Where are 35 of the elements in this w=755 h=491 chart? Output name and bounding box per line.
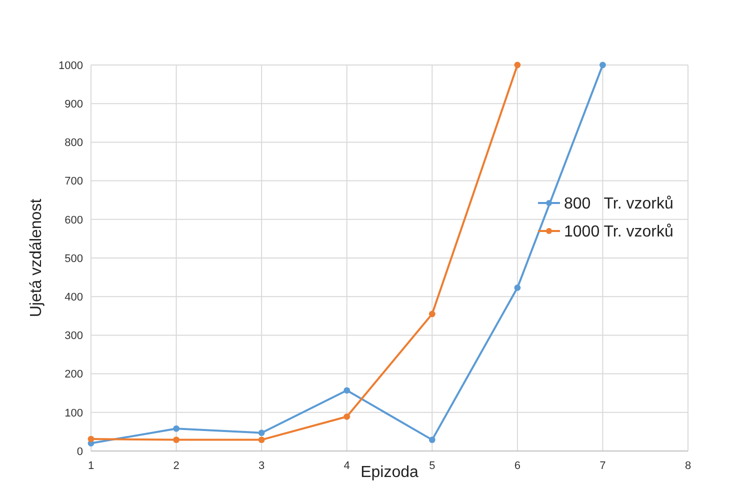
y-tick-label: 300 <box>64 330 83 342</box>
y-tick-label: 100 <box>64 407 83 420</box>
point <box>600 62 606 68</box>
y-tick-label: 200 <box>64 368 83 381</box>
y-tick-label: 700 <box>64 176 83 188</box>
y-axis-title: Ujetá vzdálenost <box>28 198 45 318</box>
y-tick-label: 900 <box>64 98 83 110</box>
x-tick-label: 3 <box>258 460 265 472</box>
y-tick-label: 400 <box>64 291 83 304</box>
point <box>428 436 436 444</box>
point <box>428 310 436 318</box>
y-tick-label: 0 <box>76 446 83 458</box>
x-tick-label: 8 <box>684 460 692 472</box>
point <box>344 387 350 394</box>
x-tick-label: 7 <box>600 460 606 472</box>
point <box>173 425 180 432</box>
x-tick-label: 4 <box>344 460 350 472</box>
y-tick-label: 1000 <box>58 60 83 72</box>
point <box>173 436 180 444</box>
point <box>344 413 350 420</box>
point <box>514 284 521 291</box>
x-axis-title: Epizoda <box>360 464 419 481</box>
x-tick-label: 2 <box>173 460 180 472</box>
x-tick-label: 1 <box>88 460 94 472</box>
point <box>258 436 265 444</box>
legend-label: 1000 Tr. vzorků <box>564 224 674 241</box>
legend-label: 800 Tr. vzorků <box>564 196 674 213</box>
y-tick-label: 500 <box>64 252 83 265</box>
y-tick-label: 600 <box>64 214 83 226</box>
x-tick-label: 6 <box>514 460 520 472</box>
point <box>258 430 265 436</box>
point <box>88 436 94 442</box>
y-tick-label: 800 <box>64 137 83 150</box>
point <box>514 62 521 68</box>
x-tick-label: 5 <box>429 460 436 472</box>
